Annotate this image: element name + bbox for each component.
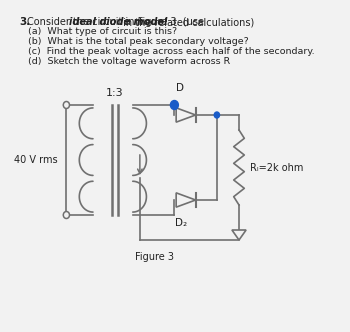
Text: Consider the circuit in Figure 3. (use: Consider the circuit in Figure 3. (use bbox=[27, 17, 207, 27]
Text: (b)  What is the total peak secondary voltage?: (b) What is the total peak secondary vol… bbox=[28, 37, 249, 46]
Circle shape bbox=[214, 112, 219, 118]
Polygon shape bbox=[232, 230, 246, 240]
Polygon shape bbox=[176, 108, 196, 122]
Text: D: D bbox=[176, 83, 184, 93]
Text: Figure 3: Figure 3 bbox=[135, 252, 174, 262]
Text: Rₗ=2k ohm: Rₗ=2k ohm bbox=[250, 162, 303, 173]
Text: 40 V rms: 40 V rms bbox=[14, 155, 57, 165]
Circle shape bbox=[63, 211, 70, 218]
Text: 1:3: 1:3 bbox=[106, 88, 124, 98]
Circle shape bbox=[170, 101, 178, 110]
Text: (a)  What type of circuit is this?: (a) What type of circuit is this? bbox=[28, 27, 177, 36]
Text: (d)  Sketch the voltage waveform across R: (d) Sketch the voltage waveform across R bbox=[28, 57, 231, 66]
Text: (c)  Find the peak voltage across each half of the secondary.: (c) Find the peak voltage across each ha… bbox=[28, 47, 315, 56]
Text: D₂: D₂ bbox=[175, 218, 188, 228]
Text: 3.: 3. bbox=[20, 17, 31, 27]
Circle shape bbox=[63, 102, 70, 109]
Text: ideal diode model: ideal diode model bbox=[69, 17, 167, 27]
Text: in the related calculations): in the related calculations) bbox=[120, 17, 255, 27]
Polygon shape bbox=[176, 193, 196, 207]
